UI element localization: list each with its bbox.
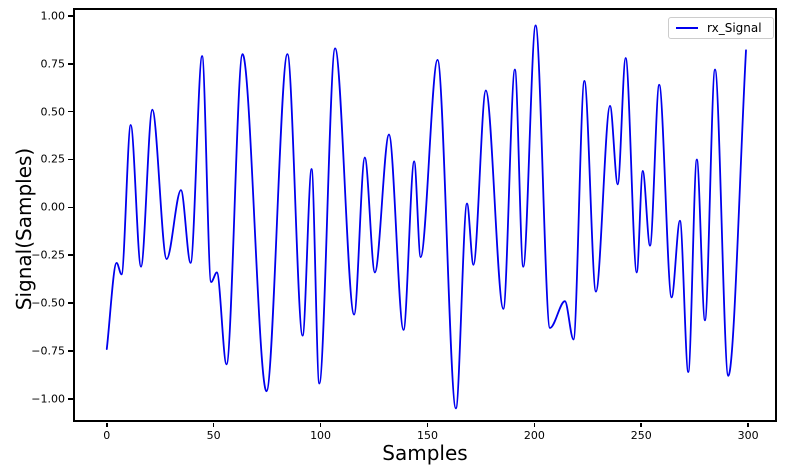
x-tick-label: 300 — [737, 429, 759, 442]
y-tick-label: 0.00 — [40, 200, 66, 214]
x-tick-mark — [640, 422, 643, 427]
rx-signal-line — [105, 24, 747, 410]
y-tick-label: 0.75 — [40, 57, 66, 71]
x-tick-label: 100 — [310, 429, 332, 442]
legend-label: rx_Signal — [707, 21, 762, 35]
x-tick-mark — [533, 422, 536, 427]
y-tick-label: 1.00 — [40, 9, 66, 23]
y-tick-label: −0.25 — [31, 248, 65, 262]
x-tick-label: 200 — [523, 429, 545, 442]
plot-frame — [73, 8, 777, 422]
y-tick-label: −0.75 — [31, 344, 65, 358]
y-tick-mark — [68, 158, 73, 161]
x-tick-label: 150 — [416, 429, 438, 442]
x-tick-mark — [105, 422, 108, 427]
legend: rx_Signal — [668, 17, 774, 39]
y-axis-label: Signal(Samples) — [12, 147, 36, 311]
legend-line-sample — [676, 27, 698, 29]
x-tick-label: 250 — [630, 429, 652, 442]
y-tick-mark — [68, 110, 73, 113]
y-tick-label: −1.00 — [31, 392, 65, 406]
y-tick-mark — [68, 350, 73, 352]
plot-area — [73, 8, 777, 422]
y-tick-mark — [68, 254, 73, 256]
y-tick-mark — [68, 206, 73, 209]
y-tick-mark — [68, 62, 73, 65]
y-tick-mark — [68, 398, 73, 400]
x-tick-label: 50 — [206, 429, 221, 442]
y-tick-label: 0.50 — [40, 105, 66, 119]
y-tick-label: 0.25 — [40, 152, 66, 166]
x-tick-mark — [426, 422, 429, 427]
plot-svg — [73, 8, 777, 422]
y-tick-mark — [68, 15, 73, 17]
y-tick-mark — [68, 302, 73, 304]
x-tick-label: 0 — [103, 429, 111, 442]
y-tick-label: −0.50 — [31, 296, 65, 310]
x-tick-mark — [747, 422, 749, 427]
x-tick-mark — [319, 422, 322, 427]
x-axis-label: Samples — [382, 441, 468, 465]
x-tick-mark — [212, 422, 215, 427]
